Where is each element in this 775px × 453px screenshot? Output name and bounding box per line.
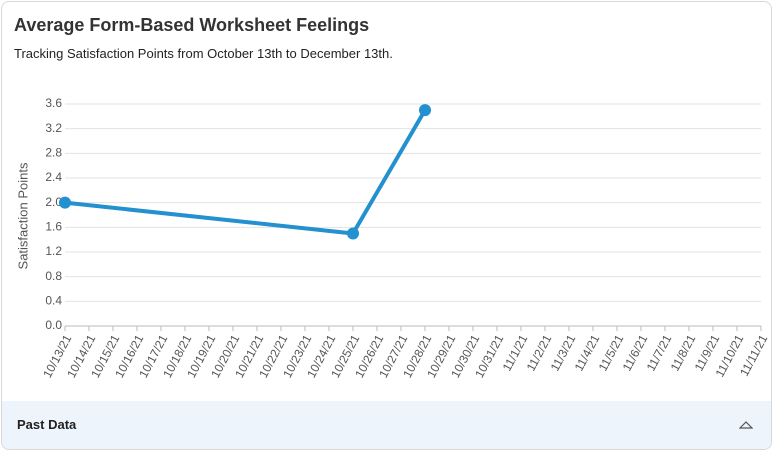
chart: Satisfaction Points 0.0 0.4 0.8 1.2 1.6 2.0 2.… [15,96,770,380]
y-tick-label: 0.4 [45,294,62,308]
y-tick-label: 2.8 [45,146,62,160]
chart-subtitle: Tracking Satisfaction Points from Octobe… [14,46,393,61]
y-tick-label: 3.6 [45,96,62,110]
chart-title: Average Form-Based Worksheet Feelings [14,15,370,35]
data-point [347,227,359,240]
y-tick-label: 0.0 [45,318,62,332]
y-tick-label: 2.0 [45,195,62,209]
y-tick-label: 2.4 [45,170,62,184]
y-tick-label: 1.2 [45,244,62,258]
y-tick-label: 0.8 [45,269,62,283]
past-data-toggle[interactable]: Past Data [2,401,771,449]
y-tick-label: 1.6 [45,220,62,234]
data-point [419,104,431,117]
y-tick-label: 3.2 [45,121,62,135]
footer-label: Past Data [17,417,77,432]
y-axis-label: Satisfaction Points [15,162,30,269]
data-point [59,196,71,209]
chevron-icon [739,421,753,429]
